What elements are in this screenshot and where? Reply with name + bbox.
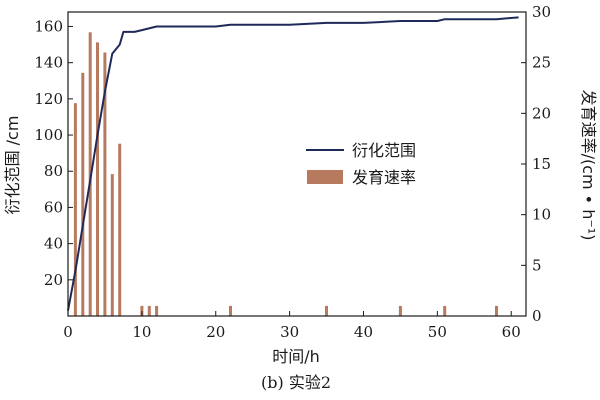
y-right-tick-label: 30 xyxy=(532,3,551,21)
rate-bar xyxy=(325,305,328,316)
axes xyxy=(67,11,527,317)
rate-bar xyxy=(398,305,402,316)
rate-bar xyxy=(443,305,447,316)
tick-labels: 0 10 20 30 40 50 60 20 40 60 80 100 120 140 160 0 5 10 15 2… xyxy=(34,3,551,341)
x-tick-label: 30 xyxy=(280,323,299,341)
y-right-tick-label: 0 xyxy=(532,307,542,325)
y-right-tick-label: 25 xyxy=(532,54,551,72)
x-tick-label: 0 xyxy=(63,323,73,341)
y-right-tick-label: 20 xyxy=(532,104,551,122)
x-tick-label: 40 xyxy=(354,323,373,341)
figure-caption: (b) 实验2 xyxy=(261,373,331,392)
y-left-tick-label: 100 xyxy=(34,126,63,144)
x-tick-label: 10 xyxy=(132,323,151,341)
y-left-tick-label: 120 xyxy=(34,90,63,108)
legend-bar-label: 发育速率 xyxy=(352,168,416,187)
rate-bar xyxy=(96,42,99,317)
rate-bar xyxy=(103,52,107,316)
legend-bar-swatch xyxy=(307,170,343,184)
rate-bar xyxy=(495,305,498,316)
y-left-tick-label: 20 xyxy=(44,271,63,289)
y-left-tick-label: 60 xyxy=(44,198,63,216)
x-axis-title: 时间/h xyxy=(272,347,320,366)
range-line xyxy=(67,16,519,311)
rate-bar xyxy=(147,305,151,316)
y-left-tick-label: 40 xyxy=(44,235,63,253)
rate-bar xyxy=(140,305,144,316)
y-right-tick-label: 5 xyxy=(532,256,542,274)
legend: 衍化范围 发育速率 xyxy=(306,141,416,187)
y-right-tick-label: 15 xyxy=(532,155,551,173)
rate-bar xyxy=(73,103,77,316)
rate-bars xyxy=(73,32,498,317)
y-axis-left-title: 衍化范围 /cm xyxy=(3,116,22,215)
range-line-layer xyxy=(67,16,519,311)
rate-bar xyxy=(229,305,232,316)
x-tick-label: 20 xyxy=(206,323,225,341)
rate-bar xyxy=(110,174,114,316)
y-axis-right-title: 发育速率/(cm • h⁻¹) xyxy=(579,90,598,241)
y-left-tick-label: 160 xyxy=(34,17,63,35)
plot-frame xyxy=(67,11,527,317)
rate-bar xyxy=(81,72,85,316)
legend-line-label: 衍化范围 xyxy=(352,141,416,160)
x-tick-label: 50 xyxy=(428,323,447,341)
y-left-tick-label: 80 xyxy=(44,162,63,180)
x-tick-label: 60 xyxy=(502,323,521,341)
y-right-tick-label: 10 xyxy=(532,206,551,224)
rate-bar xyxy=(155,305,159,316)
rate-bar xyxy=(118,143,122,316)
y-left-tick-label: 140 xyxy=(34,54,63,72)
